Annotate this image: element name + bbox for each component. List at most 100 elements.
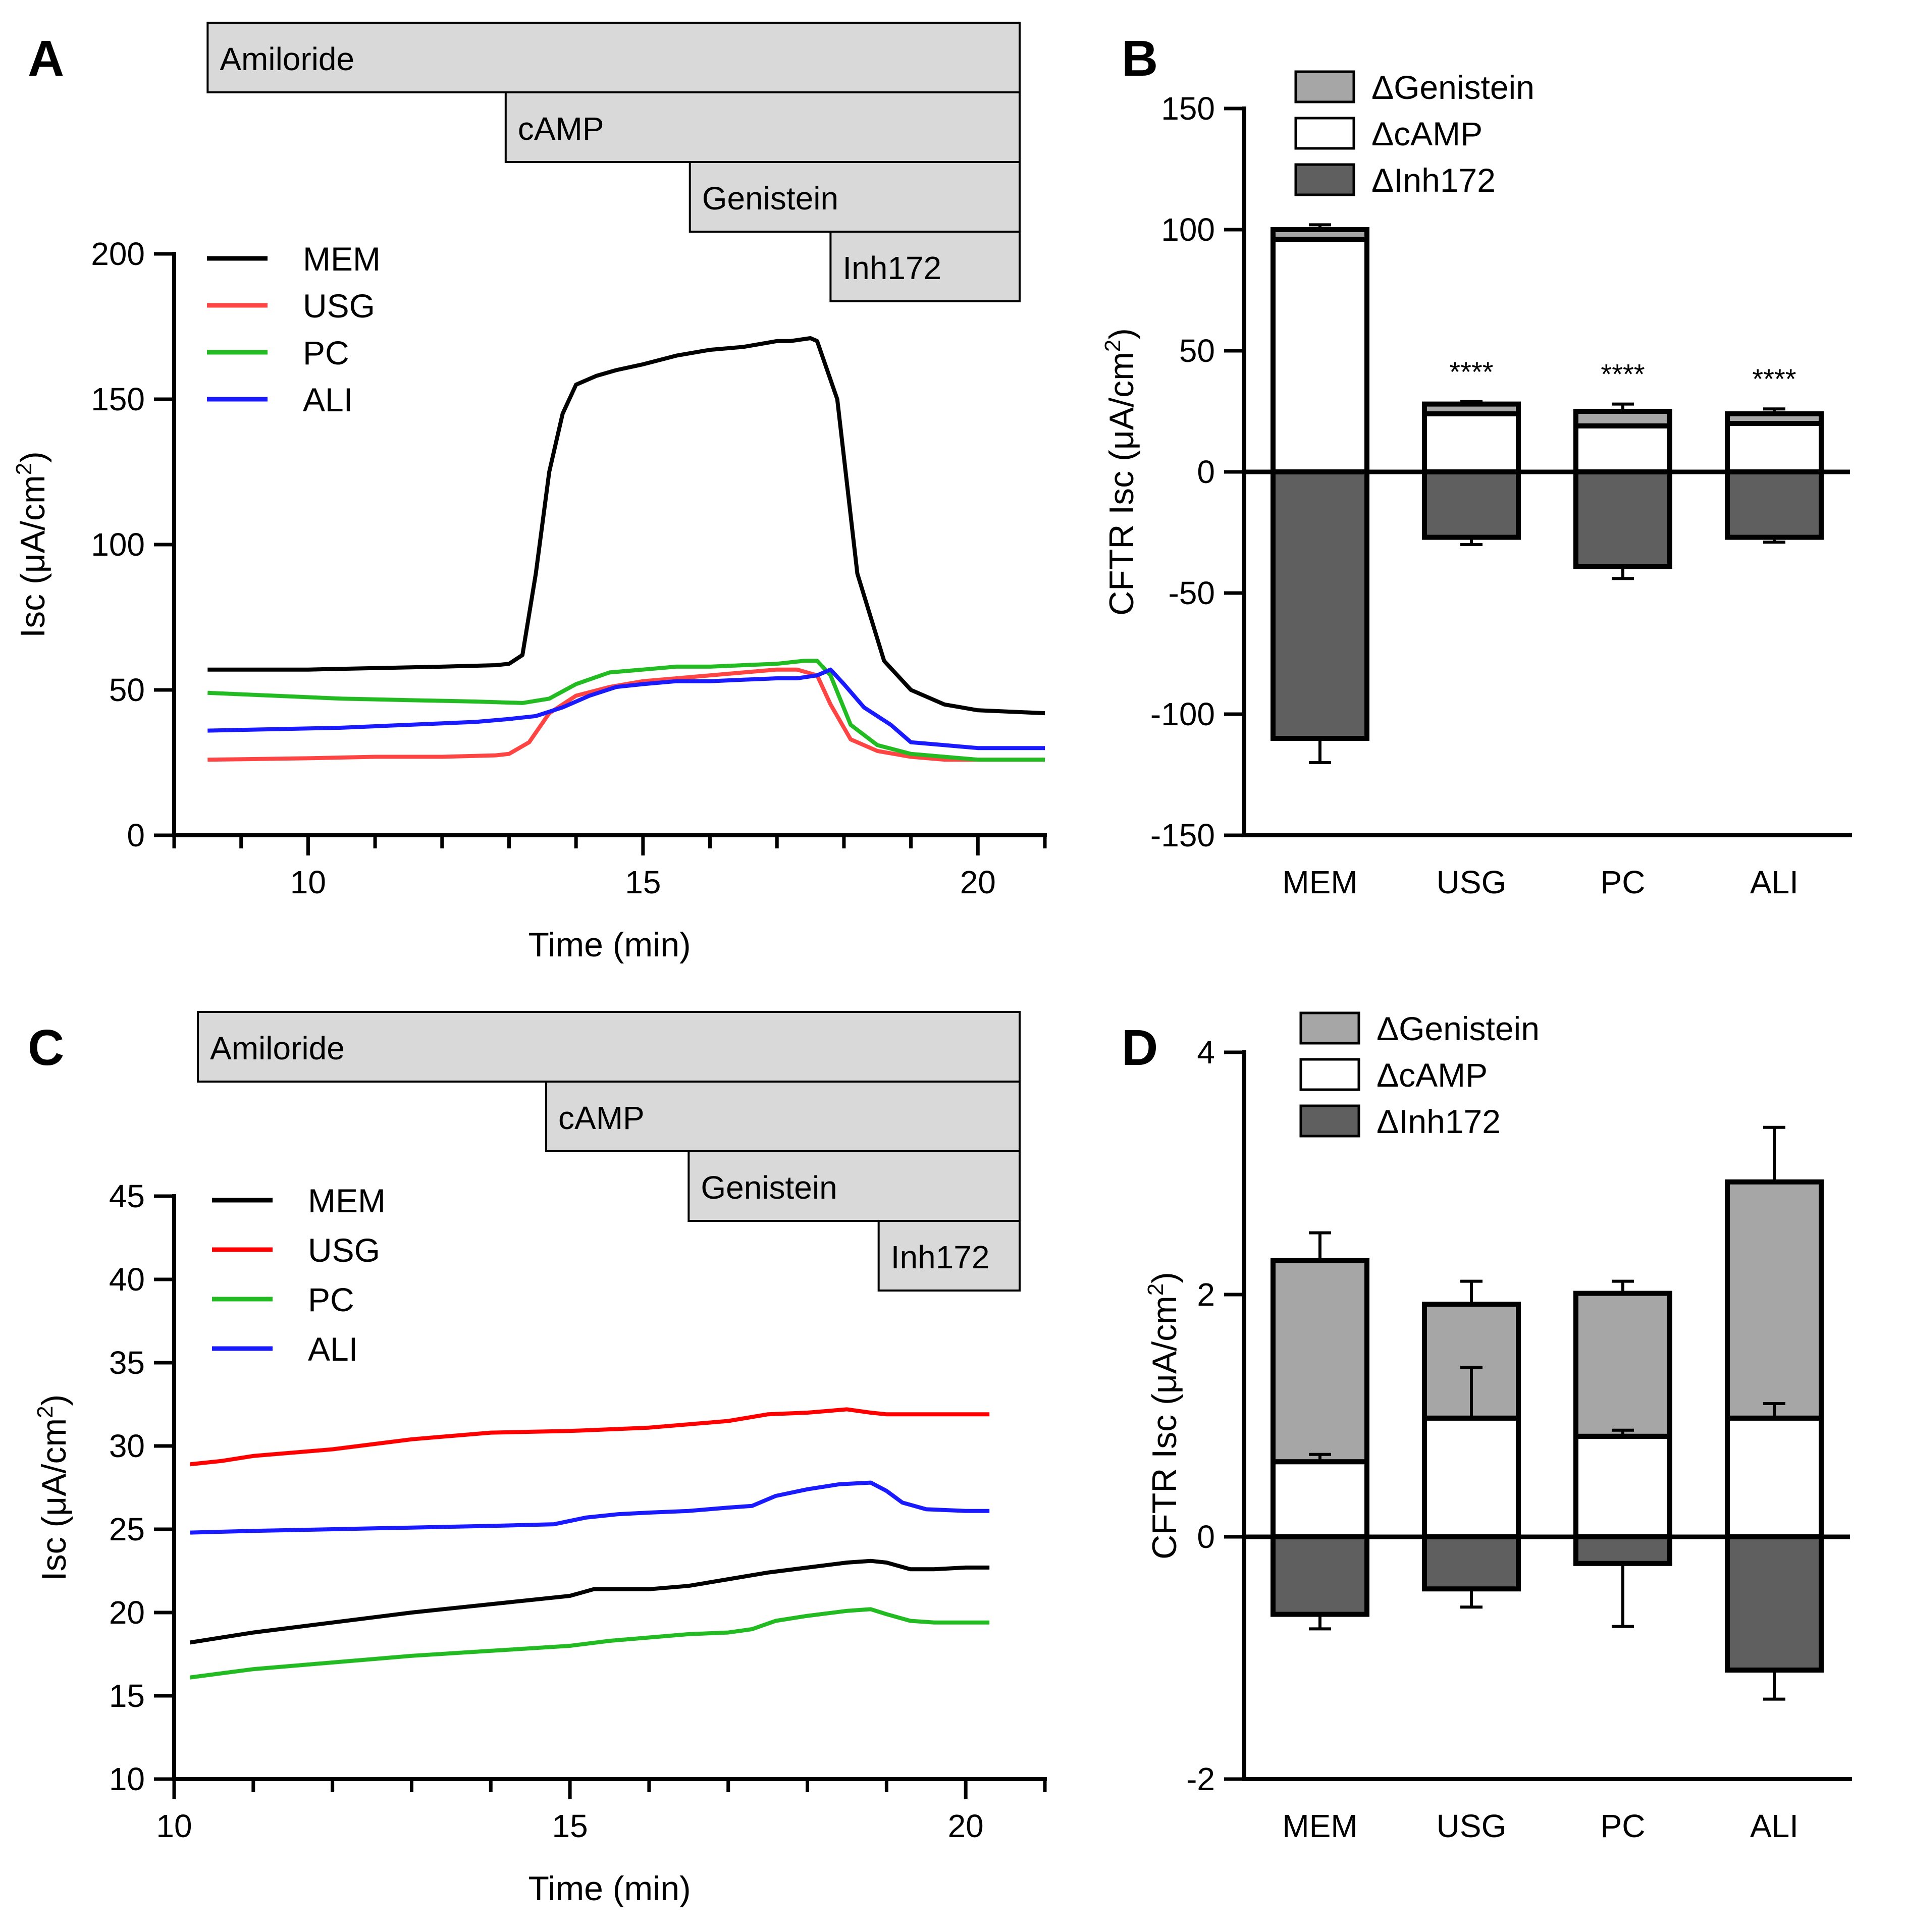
x-tick-label: 15 [552,1808,588,1844]
y-axis-title: CFTR Isc (μA/cm2) [1143,1272,1184,1560]
bar-genistein-pc [1573,1291,1672,1439]
panel-label-c: C [28,1019,64,1076]
y-tick-label: 4 [1197,1034,1215,1070]
y-tick-label: 15 [109,1678,145,1714]
bar-genistein-usg [1422,1302,1521,1421]
legend-swatch [1294,117,1355,150]
bar-camp-pc [1573,1433,1672,1540]
treatment-bar-genistein [689,161,1021,233]
bar-inh172-mem [1271,469,1369,741]
y-tick-label: 0 [1197,1519,1215,1555]
legend-swatch [1294,70,1355,103]
y-tick-label: 0 [127,817,145,853]
y-tick-label: 50 [109,672,145,708]
legend-swatch [1294,163,1355,196]
significance-marker: **** [1601,358,1645,390]
y-tick-label: 150 [1161,90,1215,127]
bar-inh172-usg [1422,469,1521,540]
bar-genistein-mem [1271,1258,1369,1465]
legend-label-usg: USG [308,1231,380,1269]
legend-label-pc: PC [308,1281,354,1318]
y-tick-label: 2 [1197,1276,1215,1313]
bar-camp-mem [1271,237,1369,474]
significance-marker: **** [1752,363,1796,395]
y-tick-label: 35 [109,1345,145,1381]
treatment-label-inh172: Inh172 [891,1239,990,1275]
x-tick-label-usg: USG [1437,864,1507,900]
y-tick-label: 45 [109,1178,145,1214]
legend-label: ΔcAMP [1377,1056,1488,1094]
bar-genistein-ali [1725,1179,1824,1421]
legend-label-ali: ALI [303,381,353,418]
legend-label-ali: ALI [308,1330,358,1368]
bar-group-pc: PC [1573,1279,1672,1844]
treatment-label-camp: cAMP [558,1100,645,1136]
x-tick-label: 20 [960,864,996,900]
x-tick-label: 10 [290,864,326,900]
bar-genistein-usg [1422,401,1521,416]
bar-camp-usg [1422,1415,1521,1540]
x-tick-label-usg: USG [1437,1808,1507,1844]
treatment-label-genistein: Genistein [701,1169,837,1206]
bar-group-usg: USG **** [1422,356,1521,900]
y-axis-title: Isc (μA/cm2) [12,451,52,638]
bar-camp-mem [1271,1459,1369,1539]
x-tick-label-pc: PC [1601,1808,1646,1844]
x-tick-label: 15 [625,864,661,900]
y-tick-label: 25 [109,1511,145,1547]
legend-swatch [1299,1011,1360,1045]
treatment-label-inh172: Inh172 [842,250,941,286]
x-tick-label-mem: MEM [1282,1808,1357,1844]
y-tick-label: -50 [1169,575,1215,611]
treatment-bar-amiloride [197,1011,1021,1083]
y-tick-label: 150 [91,381,145,417]
y-tick-label: 0 [1197,454,1215,490]
bar-group-mem: MEM [1271,1231,1369,1844]
x-tick-label: 10 [156,1808,192,1844]
treatment-bar-amiloride [206,22,1021,93]
legend-label: ΔGenistein [1377,1010,1540,1047]
y-tick-label: 20 [109,1594,145,1631]
treatment-bar-camp [545,1081,1021,1152]
treatment-bar-camp [504,91,1021,163]
legend-label: ΔGenistein [1371,69,1534,106]
legend-label: ΔInh172 [1377,1103,1501,1140]
y-tick-label: 30 [109,1428,145,1464]
series-line-ali [190,1480,990,1535]
panel-label-b: B [1122,30,1158,87]
y-tick-label: -2 [1186,1761,1215,1797]
bar-inh172-pc [1573,469,1672,569]
bar-inh172-usg [1422,1534,1521,1592]
bar-inh172-ali [1725,1534,1824,1673]
significance-marker: **** [1449,356,1493,388]
y-tick-label: 200 [91,236,145,272]
bar-camp-pc [1573,423,1672,474]
treatment-label-amiloride: Amiloride [220,41,354,77]
bar-group-ali: ALI **** [1725,363,1824,900]
legend: MEM USG PC ALI [207,240,381,418]
legend: ΔGenistein ΔcAMP ΔInh172 [1294,69,1534,199]
y-axis-title: Isc (μA/cm2) [33,1394,73,1581]
legend: MEM USG PC ALI [212,1182,386,1368]
series-line-ali [207,667,1045,750]
bar-group-ali: ALI [1725,1125,1824,1844]
y-tick-label: 10 [109,1761,145,1797]
treatment-bar-inh172 [829,231,1021,302]
series-line-mem [207,336,1045,716]
legend-label-mem: MEM [303,240,381,278]
panel-c: C Amiloride cAMP Genistein Inh172 10 15 20 25 30 3… [28,1011,1047,1908]
series-line-mem [189,1559,990,1645]
panel-label-a: A [28,30,64,87]
x-tick-label-mem: MEM [1282,864,1357,900]
y-axis-title: CFTR Isc (μA/cm2) [1100,328,1141,616]
bar-camp-usg [1422,411,1521,474]
series-line-pc [189,1607,990,1680]
legend: ΔGenistein ΔcAMP ΔInh172 [1299,1010,1540,1140]
legend-label: ΔInh172 [1371,162,1496,199]
y-tick-label: -150 [1150,817,1215,853]
legend-label-pc: PC [303,334,349,371]
legend-swatch [1299,1104,1360,1138]
